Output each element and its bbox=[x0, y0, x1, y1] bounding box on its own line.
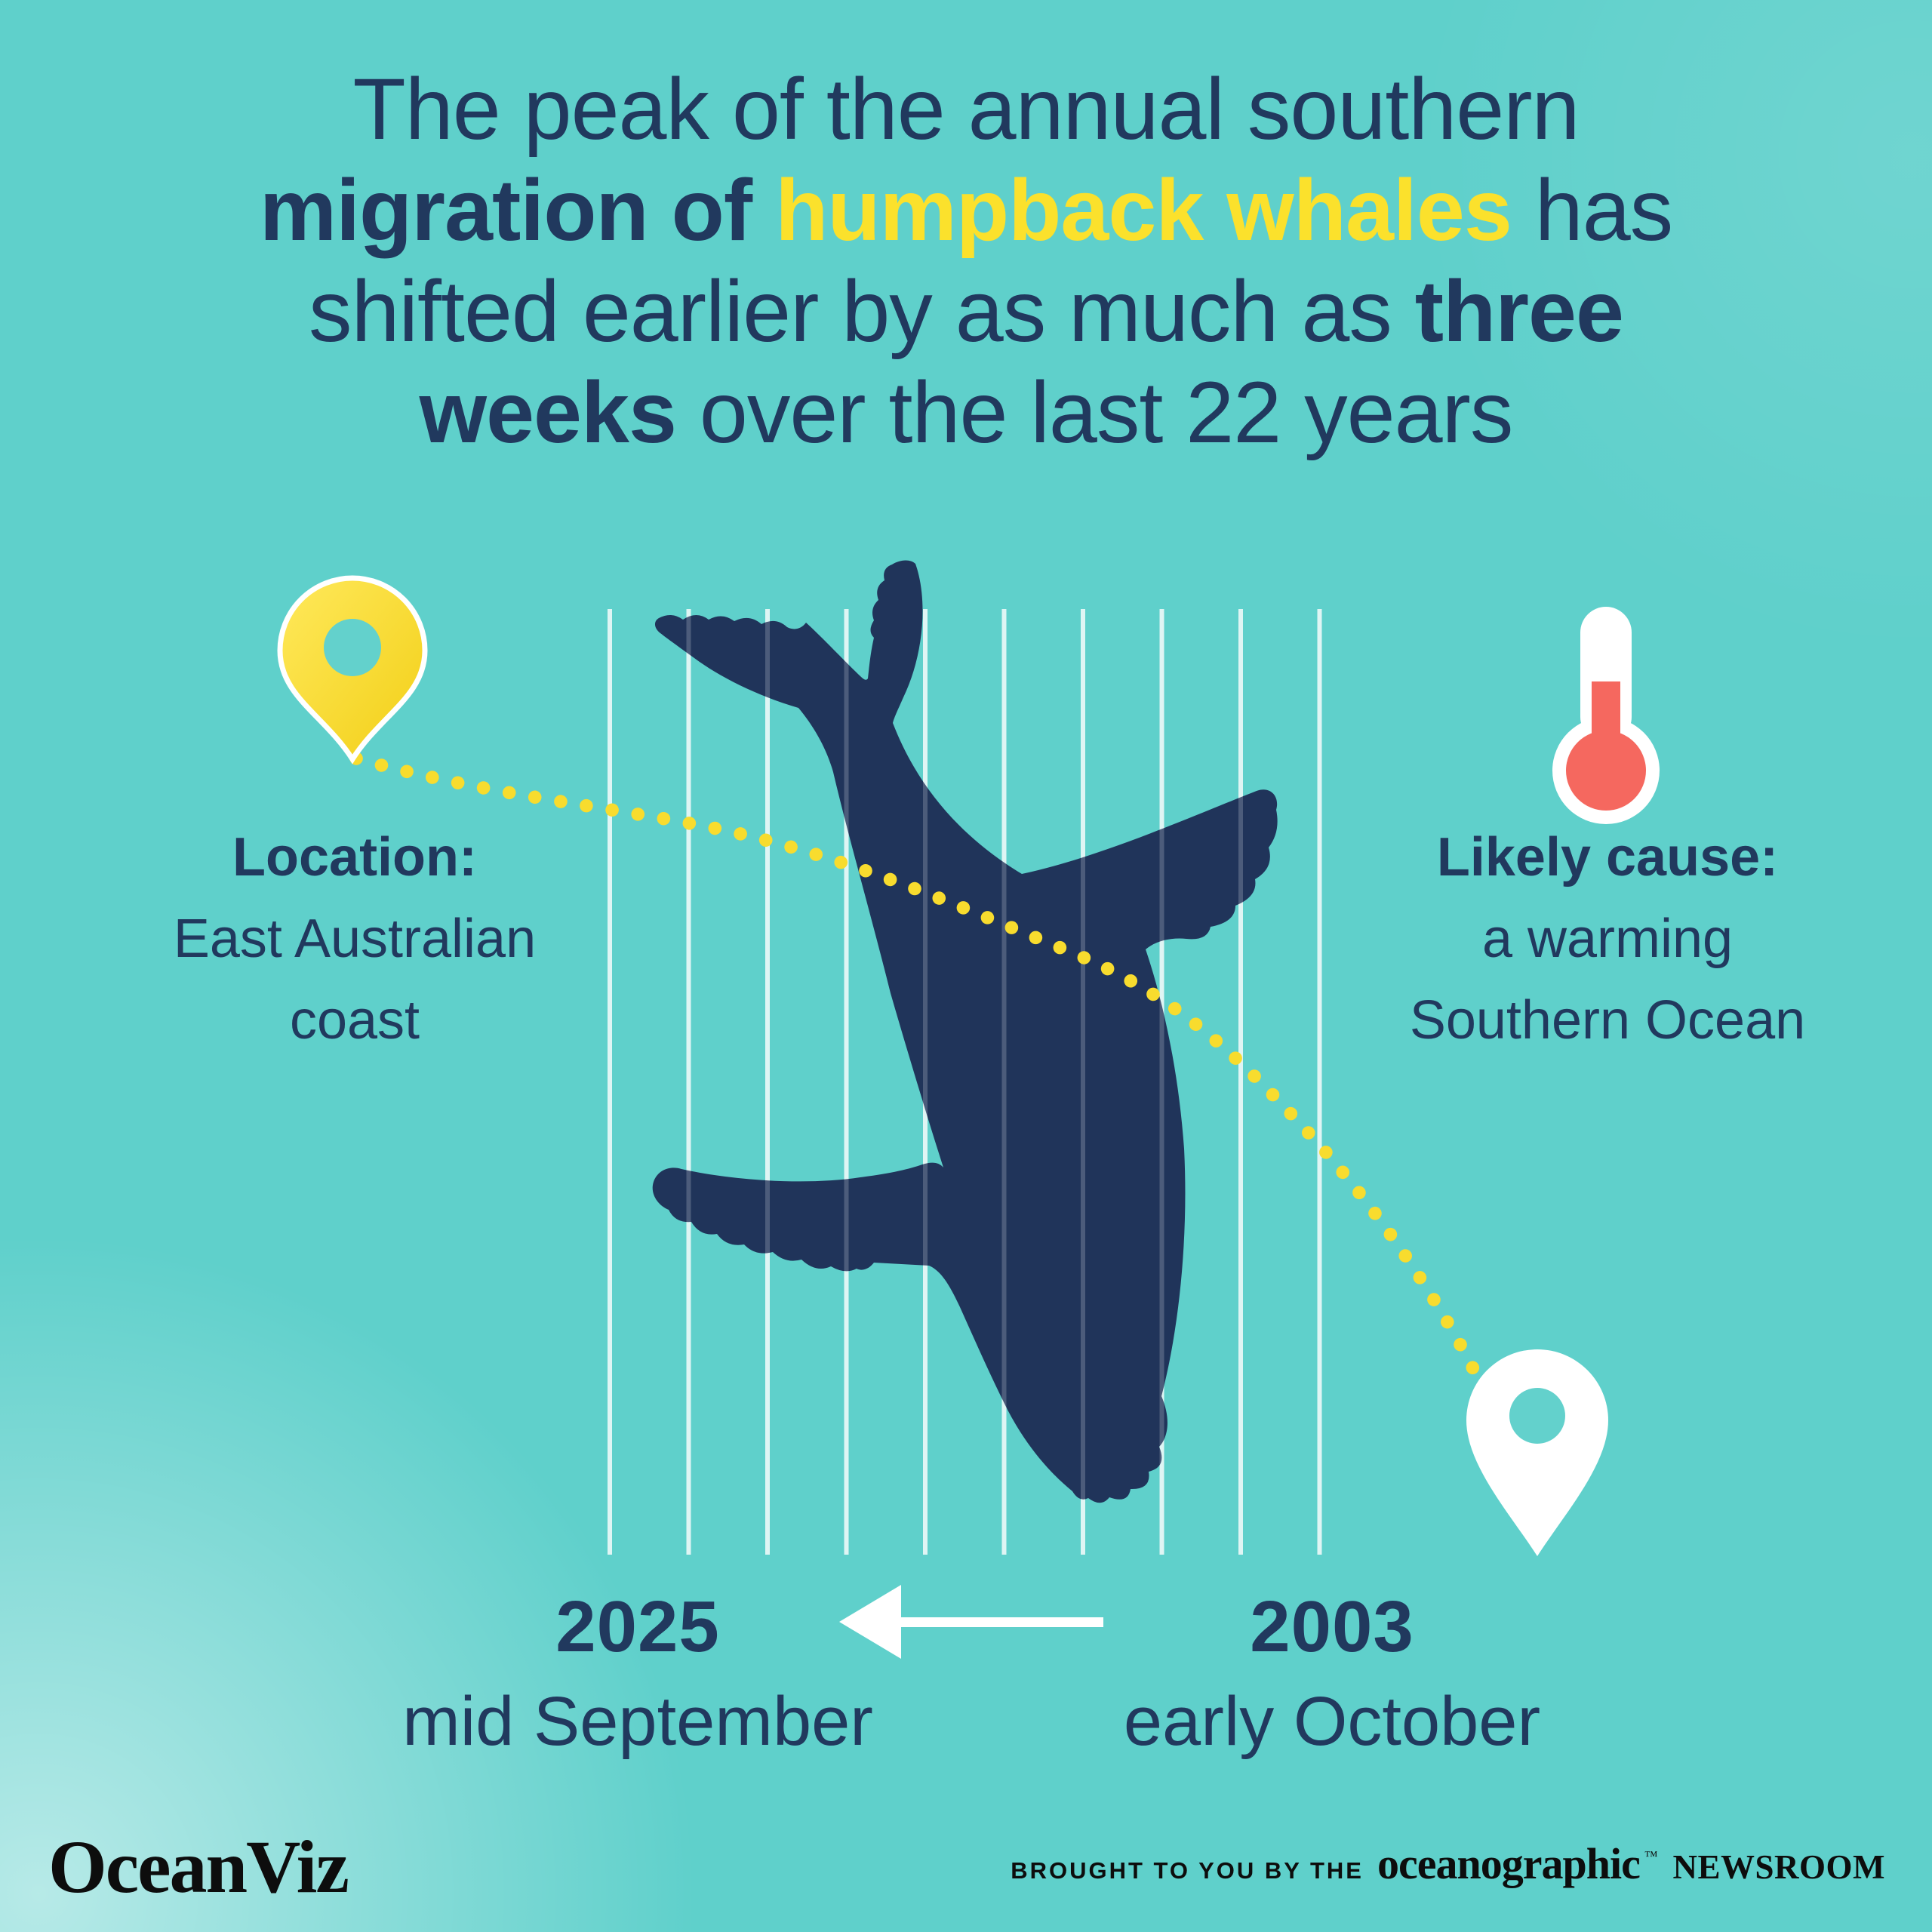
oceanviz-logo: OceanViz bbox=[48, 1825, 349, 1909]
headline-three: three bbox=[1414, 263, 1624, 360]
timeline-end-period: mid September bbox=[402, 1683, 873, 1760]
thermometer-icon bbox=[1552, 607, 1660, 824]
headline-has: has bbox=[1511, 162, 1673, 259]
headline-migration-of: migration of bbox=[259, 162, 776, 259]
attribution: BROUGHT TO YOU BY THE oceanographic ™ NE… bbox=[1011, 1838, 1885, 1889]
headline: The peak of the annual southern migratio… bbox=[0, 59, 1932, 463]
headline-line-1: The peak of the annual southern bbox=[352, 61, 1580, 158]
headline-over-22-years: over the last 22 years bbox=[675, 365, 1513, 461]
attribution-prefix: BROUGHT TO YOU BY THE bbox=[1011, 1857, 1364, 1884]
cause-callout-title: Likely cause: bbox=[1436, 827, 1779, 888]
timeline-end-year: 2025 bbox=[555, 1586, 720, 1667]
location-callout-line1: East Australian bbox=[173, 909, 537, 969]
timeline-start-period: early October bbox=[1123, 1683, 1541, 1760]
headline-line-2: migration of humpback whales has bbox=[0, 160, 1932, 261]
attribution-trademark: ™ bbox=[1644, 1848, 1658, 1863]
headline-line-4: weeks over the last 22 years bbox=[0, 362, 1932, 463]
headline-weeks: weeks bbox=[419, 365, 677, 461]
cause-callout-line2: Southern Ocean bbox=[1409, 990, 1806, 1051]
attribution-brand: oceanographic bbox=[1377, 1839, 1641, 1888]
headline-line-3: shifted earlier by as much as three bbox=[0, 261, 1932, 362]
location-callout-title: Location: bbox=[232, 827, 477, 888]
timeline-gridlines-overlay bbox=[608, 609, 1322, 1555]
yellow-location-pin-icon bbox=[277, 575, 428, 764]
attribution-suffix: NEWSROOM bbox=[1672, 1848, 1885, 1886]
left-arrow-icon bbox=[839, 1585, 1103, 1659]
white-location-pin-icon bbox=[1466, 1349, 1608, 1556]
timeline-start-year: 2003 bbox=[1250, 1586, 1414, 1667]
headline-humpback-whales: humpback whales bbox=[775, 162, 1512, 259]
headline-shifted-earlier: shifted earlier by as much as bbox=[309, 263, 1415, 360]
humpback-whale-silhouette-icon bbox=[652, 560, 1278, 1503]
migration-shift-dotted-line bbox=[349, 752, 1543, 1552]
location-callout-line2: coast bbox=[289, 990, 420, 1051]
location-callout: Location: East Australian coast bbox=[113, 817, 596, 1061]
cause-callout-line1: a warming bbox=[1481, 909, 1734, 969]
cause-callout: Likely cause: a warming Southern Ocean bbox=[1355, 817, 1860, 1061]
